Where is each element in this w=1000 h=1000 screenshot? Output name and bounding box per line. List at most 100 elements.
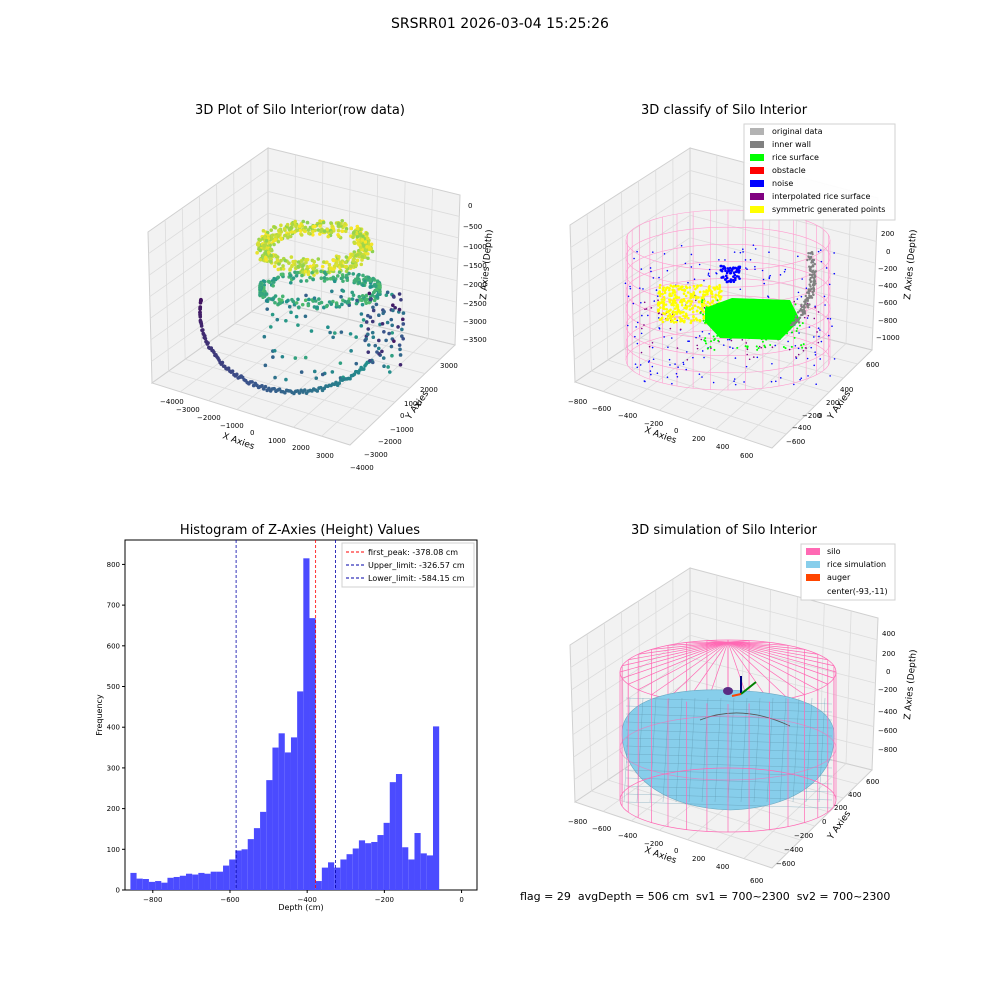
data-point <box>279 298 284 302</box>
noise-point <box>718 259 720 261</box>
rice-mesh-line <box>727 697 735 803</box>
data-point <box>337 381 342 386</box>
noise-point <box>720 269 724 273</box>
plot4-xlabel: X Axies <box>643 845 678 866</box>
noise-point <box>762 278 765 281</box>
rice-surface-point <box>739 309 742 312</box>
symmetric-point <box>668 300 672 304</box>
noise-point <box>627 324 629 327</box>
plot4-xtick: 0 <box>674 847 678 855</box>
data-point <box>401 336 405 341</box>
noise-point <box>827 317 829 320</box>
symmetric-point <box>702 293 705 296</box>
inner-wall-point <box>807 306 810 309</box>
data-point <box>354 301 359 306</box>
noise-point <box>829 375 831 377</box>
data-point <box>311 232 315 237</box>
noise-point <box>649 267 652 269</box>
inner-wall-point <box>810 259 814 262</box>
silo-roof-line <box>621 641 729 667</box>
data-point <box>311 299 316 303</box>
rice-surface-point <box>730 326 733 329</box>
histogram-bar <box>389 782 396 890</box>
noise-point <box>624 282 627 285</box>
data-point <box>271 283 275 288</box>
grid-line <box>218 335 411 389</box>
data-point <box>369 242 374 247</box>
interpolated-point <box>661 313 663 316</box>
plot4-ztick: 200 <box>882 650 895 658</box>
symmetric-point <box>685 286 689 290</box>
inner-wall-point <box>810 251 813 254</box>
data-point <box>198 300 203 305</box>
noise-point <box>656 295 659 297</box>
data-point <box>337 304 342 309</box>
noise-point <box>643 380 646 382</box>
rice-surface-point <box>704 342 707 345</box>
data-point <box>359 324 364 328</box>
y-tick-label: 300 <box>107 764 120 772</box>
rice-surface-point <box>744 345 747 348</box>
data-point <box>364 301 369 305</box>
data-point <box>378 289 382 294</box>
grid-line <box>845 610 852 764</box>
interpolated-point <box>648 345 651 348</box>
noise-point <box>701 376 703 378</box>
data-point <box>331 299 335 304</box>
data-point <box>303 314 308 319</box>
interpolated-point <box>797 353 800 356</box>
plot2-xtick: −400 <box>618 412 637 420</box>
symmetric-point <box>707 286 711 289</box>
inner-wall-point <box>805 291 809 294</box>
rice-mesh-line <box>792 697 800 803</box>
data-point <box>390 331 395 335</box>
data-point <box>348 376 352 381</box>
noise-point <box>817 327 820 329</box>
data-point <box>283 233 288 238</box>
noise-point <box>629 287 632 290</box>
inner-wall-point <box>813 275 817 279</box>
data-point <box>324 304 329 309</box>
rice-surface-point <box>732 300 735 303</box>
data-point <box>330 289 334 294</box>
plot4-ytick: 0 <box>822 818 826 826</box>
symmetric-point <box>665 310 668 314</box>
noise-point <box>819 249 822 251</box>
symmetric-point <box>691 310 695 314</box>
rice-surface-point <box>702 319 705 322</box>
data-point <box>387 331 391 336</box>
plot4-ytick: −400 <box>784 846 803 854</box>
symmetric-point <box>679 320 682 323</box>
data-point <box>364 293 369 298</box>
rice-mesh-line <box>625 777 833 785</box>
noise-point <box>829 318 832 320</box>
symmetric-point <box>718 297 722 301</box>
data-point <box>288 227 292 231</box>
rice-surface-point <box>761 340 764 343</box>
data-point <box>256 242 261 247</box>
data-point <box>302 388 307 392</box>
symmetric-point <box>675 305 678 308</box>
symmetric-point <box>686 291 690 294</box>
symmetric-point <box>695 286 699 289</box>
noise-point <box>810 346 813 349</box>
noise-point <box>733 276 737 280</box>
grid-line <box>586 213 592 372</box>
noise-point <box>684 262 687 265</box>
histogram-bar <box>192 874 199 890</box>
rice-surface-point <box>792 316 795 319</box>
data-point <box>312 259 317 264</box>
grid-line <box>687 330 795 421</box>
legend-auger: auger <box>827 573 851 582</box>
data-point <box>350 253 354 257</box>
histogram-bar <box>433 726 440 890</box>
grid-line <box>607 359 801 421</box>
symmetric-point <box>711 300 714 304</box>
noise-point <box>725 276 729 280</box>
data-point <box>356 227 360 231</box>
data-point <box>297 224 302 228</box>
noise-point <box>796 298 799 300</box>
noise-point <box>831 325 833 328</box>
noise-point <box>698 335 701 337</box>
noise-point <box>805 287 808 290</box>
